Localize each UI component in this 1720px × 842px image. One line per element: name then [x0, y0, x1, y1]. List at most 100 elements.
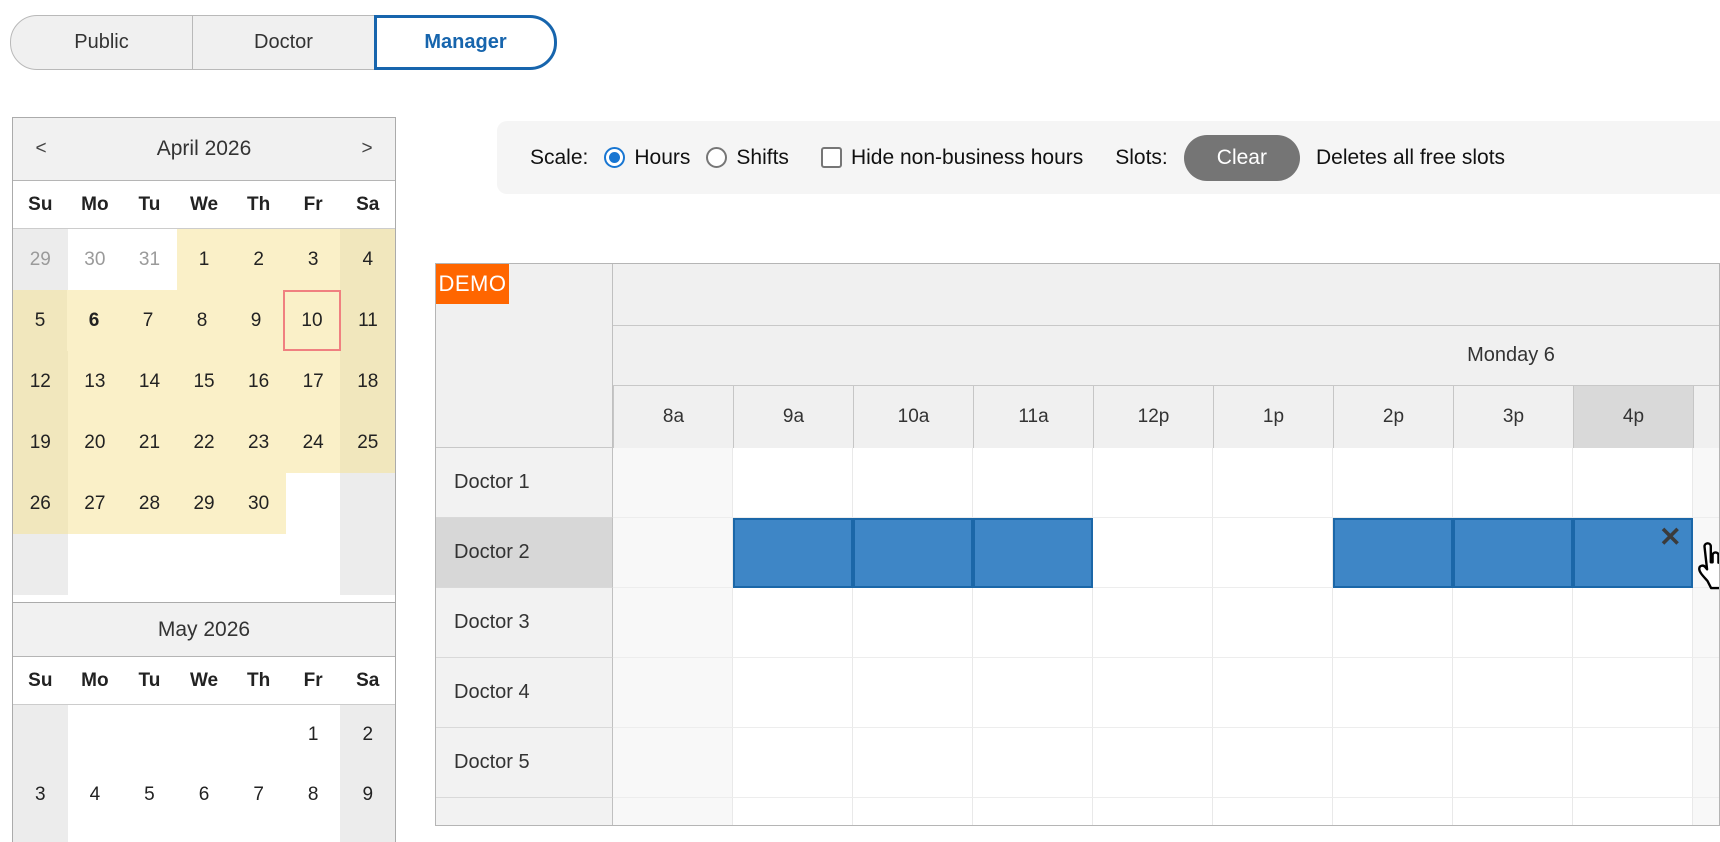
- grid-cell[interactable]: [1453, 798, 1573, 825]
- calendar-day[interactable]: 12: [13, 351, 68, 412]
- grid-cell[interactable]: [1333, 728, 1453, 797]
- grid-cell[interactable]: [1213, 448, 1333, 517]
- calendar-day[interactable]: 14: [122, 351, 177, 412]
- grid-cell[interactable]: [613, 448, 733, 517]
- grid-cell[interactable]: [1573, 658, 1693, 727]
- calendar-day[interactable]: 30: [231, 473, 286, 534]
- grid-cell[interactable]: [1573, 728, 1693, 797]
- calendar-day[interactable]: 22: [176, 412, 232, 473]
- grid-cell[interactable]: [1333, 798, 1453, 825]
- grid-cell[interactable]: [1093, 518, 1213, 587]
- calendar-day[interactable]: 7: [121, 290, 175, 351]
- calendar-day[interactable]: 30: [67, 229, 123, 290]
- grid-cell[interactable]: [853, 728, 973, 797]
- time-header-cell-9a[interactable]: 9a: [733, 386, 853, 448]
- calendar-day[interactable]: [340, 473, 396, 534]
- time-header-cell-2p[interactable]: 2p: [1333, 386, 1453, 448]
- calendar-day[interactable]: 4: [340, 229, 396, 290]
- calendar-day[interactable]: 13: [67, 351, 123, 412]
- grid-cell[interactable]: [853, 588, 973, 657]
- calendar-day[interactable]: 1: [176, 229, 232, 290]
- calendar-day[interactable]: [67, 534, 123, 595]
- grid-cell[interactable]: [1573, 448, 1693, 517]
- resource-label-doctor-1[interactable]: Doctor 1: [436, 448, 613, 518]
- grid-cell[interactable]: [733, 658, 853, 727]
- clear-slots-button[interactable]: Clear: [1183, 134, 1300, 181]
- time-header-cell-3p[interactable]: 3p: [1453, 386, 1573, 448]
- calendar-day[interactable]: [122, 825, 177, 842]
- grid-cell[interactable]: [1093, 448, 1213, 517]
- calendar-day[interactable]: 5: [13, 290, 67, 351]
- grid-cell[interactable]: [1213, 798, 1333, 825]
- grid-cell[interactable]: [973, 658, 1093, 727]
- resource-label-doctor-2[interactable]: Doctor 2: [436, 518, 613, 588]
- tab-public[interactable]: Public: [10, 15, 193, 70]
- grid-cell[interactable]: [613, 658, 733, 727]
- tab-manager[interactable]: Manager: [374, 15, 557, 70]
- calendar-day[interactable]: [231, 534, 286, 595]
- grid-cell[interactable]: [1693, 588, 1719, 657]
- calendar-day[interactable]: [340, 825, 396, 842]
- calendar-day[interactable]: 16: [231, 351, 286, 412]
- delete-event-icon[interactable]: ✕: [1659, 522, 1682, 552]
- time-header-cell-10a[interactable]: 10a: [853, 386, 973, 448]
- calendar-day[interactable]: 11: [341, 290, 395, 351]
- calendar-day[interactable]: 26: [13, 473, 68, 534]
- calendar-day[interactable]: 20: [67, 412, 123, 473]
- calendar-day[interactable]: [285, 473, 341, 534]
- grid-cell[interactable]: [733, 728, 853, 797]
- hide-non-business-checkbox[interactable]: [820, 147, 842, 168]
- event-slot[interactable]: [733, 518, 853, 588]
- time-header-cell-partial[interactable]: [1693, 386, 1719, 448]
- grid-cell[interactable]: [1093, 658, 1213, 727]
- calendar-day[interactable]: 17: [285, 351, 341, 412]
- grid-cell[interactable]: [1213, 658, 1333, 727]
- calendar-day[interactable]: [67, 705, 123, 765]
- prev-month-button[interactable]: <: [35, 138, 47, 159]
- event-slot[interactable]: [1573, 518, 1693, 588]
- event-slot[interactable]: [1453, 518, 1573, 588]
- calendar-day[interactable]: [176, 825, 232, 842]
- calendar-day[interactable]: 1: [285, 705, 341, 765]
- calendar-day[interactable]: 2: [340, 705, 396, 765]
- event-slot[interactable]: [973, 518, 1093, 588]
- calendar-day[interactable]: 28: [122, 473, 177, 534]
- grid-cell[interactable]: [733, 798, 853, 825]
- grid-cell[interactable]: [1573, 588, 1693, 657]
- calendar-day[interactable]: [122, 534, 177, 595]
- event-slot[interactable]: [1333, 518, 1453, 588]
- calendar-day[interactable]: 24: [285, 412, 341, 473]
- calendar-day[interactable]: [122, 705, 177, 765]
- grid-cell[interactable]: [1693, 798, 1719, 825]
- calendar-day[interactable]: 18: [340, 351, 396, 412]
- grid-cell[interactable]: [733, 588, 853, 657]
- calendar-day[interactable]: 9: [340, 765, 396, 825]
- grid-cell[interactable]: [1333, 448, 1453, 517]
- grid-cell[interactable]: [1213, 588, 1333, 657]
- calendar-day[interactable]: 23: [231, 412, 286, 473]
- grid-cell[interactable]: [613, 728, 733, 797]
- grid-cell[interactable]: [1573, 798, 1693, 825]
- time-header-cell-8a[interactable]: 8a: [613, 386, 733, 448]
- grid-cell[interactable]: [973, 798, 1093, 825]
- calendar-day[interactable]: 31: [122, 229, 177, 290]
- grid-cell[interactable]: [1333, 658, 1453, 727]
- grid-cell[interactable]: [1453, 658, 1573, 727]
- calendar-day[interactable]: 5: [122, 765, 177, 825]
- calendar-day[interactable]: 3: [285, 229, 341, 290]
- calendar-day[interactable]: [176, 534, 232, 595]
- calendar-day[interactable]: [340, 534, 396, 595]
- calendar-day[interactable]: [13, 825, 68, 842]
- grid-cell[interactable]: [1213, 518, 1333, 587]
- time-header-cell-4p[interactable]: 4p: [1573, 386, 1693, 448]
- scale-shifts-radio[interactable]: [706, 147, 728, 168]
- calendar-day[interactable]: 15: [176, 351, 232, 412]
- calendar-day[interactable]: [231, 705, 286, 765]
- calendar-day[interactable]: 2: [231, 229, 286, 290]
- grid-cell[interactable]: [973, 448, 1093, 517]
- calendar-day[interactable]: 25: [340, 412, 396, 473]
- calendar-day[interactable]: 29: [176, 473, 232, 534]
- calendar-day[interactable]: [285, 534, 341, 595]
- calendar-day[interactable]: [67, 825, 123, 842]
- tab-doctor[interactable]: Doctor: [192, 15, 375, 70]
